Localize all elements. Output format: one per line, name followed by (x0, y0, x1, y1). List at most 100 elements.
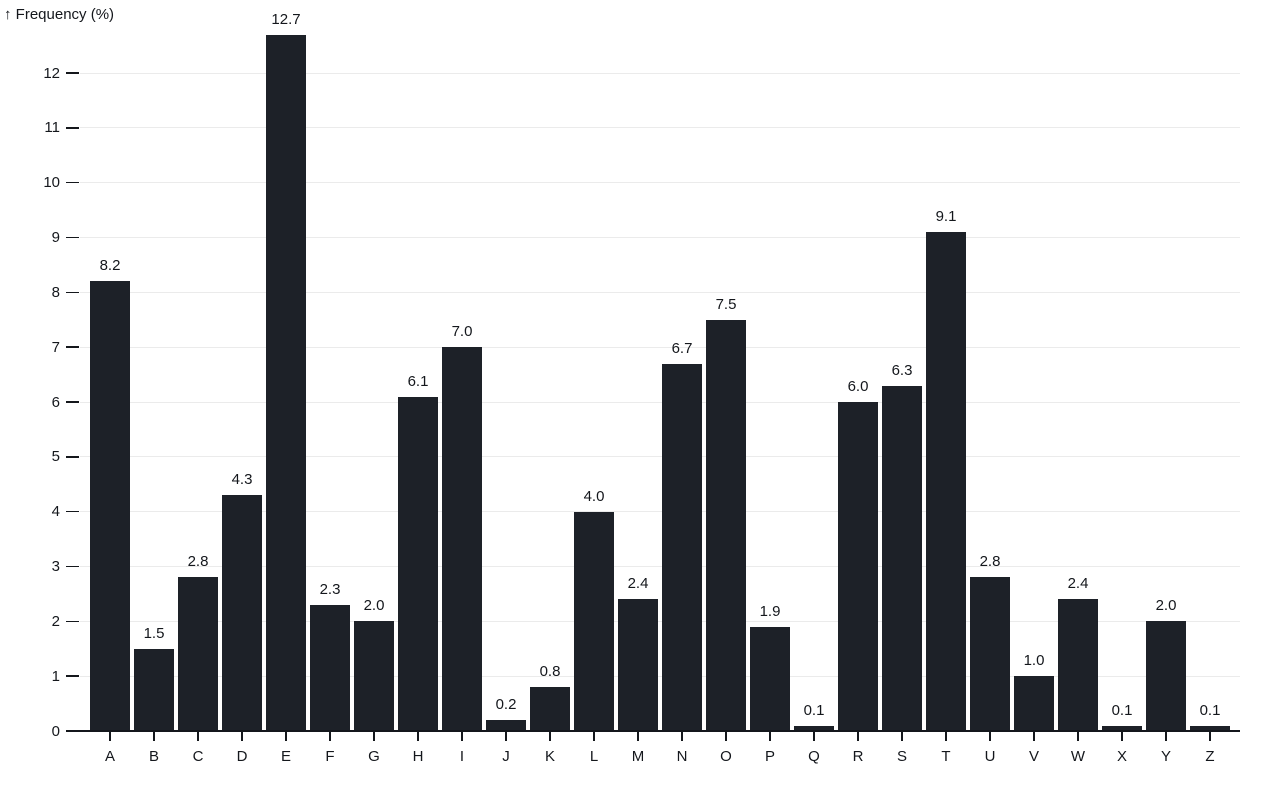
x-tick-label: S (896, 748, 907, 765)
x-tick-mark (681, 732, 683, 741)
bar-value-label: 2.3 (319, 580, 341, 598)
x-tick-mark (373, 732, 375, 741)
bar (662, 363, 702, 731)
gridline (80, 401, 1240, 403)
x-tick-label: P (764, 748, 775, 765)
bar-value-label: 0.2 (495, 696, 517, 714)
x-tick-label: G (368, 748, 380, 765)
gridline (80, 675, 1240, 677)
bar-value-label: 7.0 (451, 323, 473, 341)
bar-value-label: 0.8 (539, 663, 561, 681)
x-tick-label: N (676, 748, 688, 765)
bar (398, 396, 438, 731)
y-tick-label: 10 (43, 174, 60, 192)
bar (706, 319, 746, 731)
y-tick-label: 5 (51, 448, 60, 466)
bar (750, 626, 790, 731)
bar-value-label: 6.0 (847, 378, 869, 395)
gridline (80, 620, 1240, 622)
x-tick-mark (417, 732, 419, 741)
bar-value-label: 2.0 (363, 597, 385, 615)
bar-value-label: 9.1 (935, 208, 957, 226)
bar-value-label: 1.9 (759, 602, 781, 620)
x-tick-mark (769, 732, 771, 741)
bar (530, 687, 570, 731)
x-tick-mark (945, 732, 947, 741)
x-tick-mark (637, 732, 639, 741)
gridline (80, 237, 1240, 238)
x-tick-mark (593, 732, 595, 741)
bar-value-label: 1.5 (143, 624, 165, 642)
bar (134, 648, 174, 731)
bar-value-label: 2.8 (187, 553, 209, 571)
gridline (80, 182, 1240, 184)
y-tick-mark (66, 565, 79, 568)
bar (1146, 621, 1186, 731)
y-tick-label: 0 (51, 722, 60, 740)
x-tick-label: B (148, 748, 159, 765)
y-tick-mark (66, 510, 79, 513)
bar-value-label: 8.2 (99, 257, 121, 275)
x-tick-label: A (104, 748, 115, 765)
y-tick-label: 6 (51, 393, 60, 411)
bar-value-label: 6.3 (891, 361, 913, 379)
y-tick-label: 4 (51, 503, 60, 521)
x-tick-label: O (720, 748, 732, 765)
x-tick-label: H (412, 748, 424, 765)
bar-value-label: 1.0 (1023, 652, 1045, 670)
x-tick-label: C (192, 748, 204, 765)
y-tick-mark (66, 181, 79, 184)
gridline (80, 346, 1240, 348)
x-tick-label: Q (808, 748, 820, 765)
x-tick-mark (901, 732, 903, 741)
x-tick-mark (109, 732, 111, 741)
bar (574, 511, 614, 731)
bar (1058, 599, 1098, 731)
x-tick-label: V (1028, 748, 1039, 765)
bar (1014, 676, 1054, 731)
x-tick-label: X (1116, 748, 1127, 765)
x-tick-mark (505, 732, 507, 741)
x-tick-label: L (589, 748, 599, 765)
bar-value-label: 0.1 (803, 701, 825, 719)
bar (838, 402, 878, 731)
y-tick-mark (66, 620, 79, 623)
x-tick-label: W (1070, 748, 1086, 765)
bar-value-label: 2.8 (979, 553, 1001, 571)
bar-value-label: 2.4 (627, 575, 649, 593)
gridline (80, 566, 1240, 567)
bar-value-label: 0.1 (1111, 701, 1133, 719)
gridline (80, 72, 1240, 74)
bar-value-label: 0.1 (1199, 701, 1221, 719)
x-tick-mark (461, 732, 463, 741)
y-tick-label: 11 (44, 119, 60, 137)
bar-value-label: 6.7 (671, 339, 693, 357)
bar (1102, 725, 1142, 731)
x-tick-mark (725, 732, 727, 741)
bar-value-label: 6.1 (407, 372, 429, 390)
y-tick-mark (66, 675, 79, 677)
x-tick-mark (241, 732, 243, 741)
y-tick-label: 9 (51, 229, 60, 246)
x-tick-label: F (325, 748, 335, 765)
gridline (80, 127, 1240, 129)
bar (1190, 725, 1230, 731)
x-tick-mark (197, 732, 199, 741)
gridline (80, 456, 1240, 458)
x-tick-label: E (280, 748, 291, 765)
x-tick-label: M (631, 748, 645, 765)
x-tick-mark (1165, 732, 1167, 741)
y-tick-mark (66, 291, 79, 294)
bar-value-label: 4.0 (583, 487, 605, 505)
y-tick-mark (66, 127, 79, 129)
x-tick-mark (285, 732, 287, 741)
bar (266, 34, 306, 731)
y-tick-mark (66, 401, 79, 403)
x-tick-label: I (459, 748, 465, 765)
y-tick-label: 8 (51, 283, 60, 301)
y-tick-label: 2 (51, 612, 60, 630)
